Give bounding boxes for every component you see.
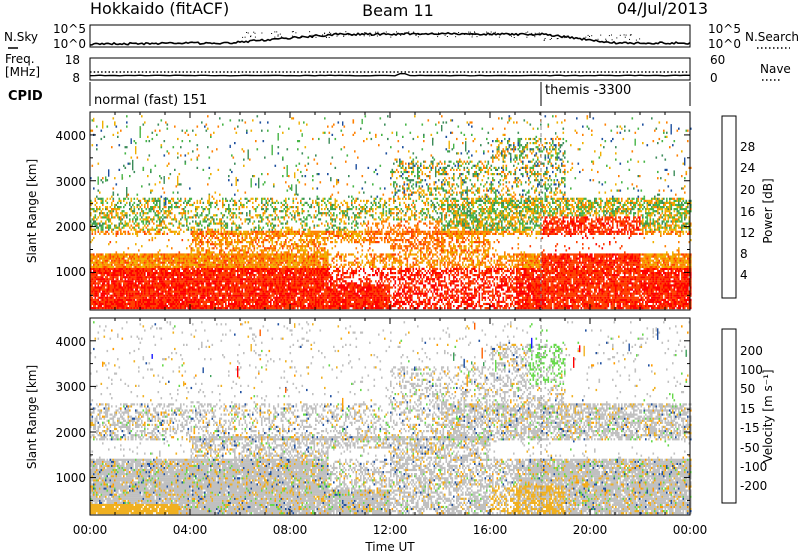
freq-label-1: Freq. bbox=[5, 52, 35, 66]
freq-label-2: [MHz] bbox=[5, 65, 40, 79]
noise-left-label: N.Sky bbox=[4, 30, 38, 44]
xtick-1200: 12:00 bbox=[373, 523, 408, 537]
vel-ytick-1000: 1000 bbox=[55, 471, 86, 485]
xtick-2400: 00:00 bbox=[673, 523, 708, 537]
noise-right-tick-bottom: 10^0 bbox=[708, 37, 741, 51]
power-ytick-2000: 2000 bbox=[55, 220, 86, 234]
power-cbar-tick-12: 12 bbox=[740, 226, 755, 240]
noise-left-tick-top: 10^5 bbox=[53, 22, 86, 36]
freq-left-tick-bottom: 8 bbox=[72, 71, 80, 85]
freq-left-tick-top: 18 bbox=[65, 53, 80, 67]
noise-panel: N.Sky 10^5 10^0 10^5 10^0 N.Search bbox=[4, 22, 799, 51]
cpid-mode-1: normal (fast) 151 bbox=[94, 93, 207, 108]
freq-panel: Freq. [MHz] 18 8 60 0 Nave bbox=[5, 52, 791, 85]
vel-cbar-tick-m200: -200 bbox=[740, 479, 767, 493]
beam-title: Beam 11 bbox=[362, 1, 434, 20]
vel-cbar-tick-200: 200 bbox=[740, 344, 763, 358]
xlabel: Time UT bbox=[364, 540, 415, 554]
noise-right-label: N.Search bbox=[745, 30, 799, 44]
noise-right-tick-top: 10^5 bbox=[708, 22, 741, 36]
vel-cbar-tick-50: 50 bbox=[740, 382, 755, 396]
power-ytick-1000: 1000 bbox=[55, 265, 86, 279]
cpid-mode-2: themis -3300 bbox=[545, 83, 631, 98]
power-panel: 1000 2000 3000 4000 Slant Range [km] 4 8… bbox=[25, 112, 775, 310]
station-title: Hokkaido (fitACF) bbox=[90, 0, 229, 18]
vel-cbar-tick-m50: -50 bbox=[740, 441, 760, 455]
vel-ylabel: Slant Range [km] bbox=[25, 365, 39, 469]
power-cbar-tick-28: 28 bbox=[740, 140, 755, 154]
vel-cbar-tick-m15: -15 bbox=[740, 421, 760, 435]
power-cbar-label: Power [dB] bbox=[761, 178, 775, 243]
freq-right-tick-top: 60 bbox=[710, 53, 725, 67]
xtick-0800: 08:00 bbox=[273, 523, 308, 537]
power-cbar-tick-20: 20 bbox=[740, 183, 755, 197]
vel-cbar-tick-15: 15 bbox=[740, 402, 755, 416]
rti-figure: Hokkaido (fitACF) Beam 11 04/Jul/2013 N.… bbox=[0, 0, 800, 554]
xtick-1600: 16:00 bbox=[473, 523, 508, 537]
xtick-0000: 00:00 bbox=[73, 523, 108, 537]
cpid-label: CPID bbox=[8, 89, 43, 104]
power-cbar-tick-8: 8 bbox=[740, 247, 748, 261]
power-cbar-tick-4: 4 bbox=[740, 268, 748, 282]
time-axis: 00:00 04:00 08:00 12:00 16:00 20:00 00:0… bbox=[73, 523, 708, 554]
vel-ytick-4000: 4000 bbox=[55, 335, 86, 349]
vel-ytick-2000: 2000 bbox=[55, 426, 86, 440]
vel-cbar-tick-100: 100 bbox=[740, 363, 763, 377]
velocity-scatter bbox=[90, 321, 692, 514]
vel-ytick-3000: 3000 bbox=[55, 380, 86, 394]
velocity-colorbar bbox=[722, 329, 736, 503]
power-ylabel: Slant Range [km] bbox=[25, 159, 39, 263]
power-cbar-tick-16: 16 bbox=[740, 205, 755, 219]
vel-cbar-label: Velocity [m s⁻¹] bbox=[761, 369, 775, 462]
velocity-panel: 1000 2000 3000 4000 Slant Range [km] 200… bbox=[25, 318, 775, 515]
freq-trace bbox=[90, 74, 690, 76]
date-title: 04/Jul/2013 bbox=[617, 0, 708, 18]
power-ytick-3000: 3000 bbox=[55, 175, 86, 189]
power-colorbar bbox=[722, 116, 736, 298]
nave-label: Nave bbox=[760, 62, 791, 76]
cpid-panel: CPID normal (fast) 151 themis -3300 bbox=[8, 82, 690, 108]
power-ytick-4000: 4000 bbox=[55, 129, 86, 143]
xtick-0400: 04:00 bbox=[173, 523, 208, 537]
power-cbar-tick-24: 24 bbox=[740, 161, 755, 175]
noise-trace bbox=[90, 31, 690, 45]
noise-left-tick-bottom: 10^0 bbox=[53, 37, 86, 51]
freq-right-tick-bottom: 0 bbox=[710, 71, 718, 85]
power-scatter bbox=[90, 115, 692, 309]
xtick-2000: 20:00 bbox=[573, 523, 608, 537]
